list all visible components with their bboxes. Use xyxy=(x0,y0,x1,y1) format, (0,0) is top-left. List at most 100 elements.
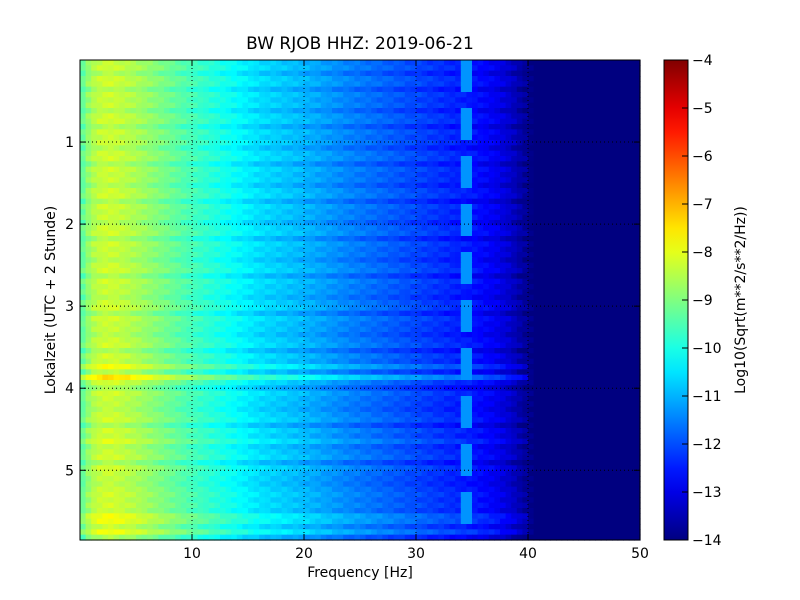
heatmap-cell xyxy=(572,172,579,178)
heatmap-cell xyxy=(270,124,277,130)
heatmap-cell xyxy=(567,193,574,200)
heatmap-cell xyxy=(444,294,451,301)
heatmap-cell xyxy=(102,145,109,152)
heatmap-cell xyxy=(494,177,501,184)
heatmap-cell xyxy=(528,236,535,242)
heatmap-cell xyxy=(617,177,624,184)
heatmap-cell xyxy=(533,268,540,274)
heatmap-cell xyxy=(589,305,596,312)
heatmap-cell xyxy=(410,209,417,216)
heatmap-cell xyxy=(108,70,115,77)
heatmap-cell xyxy=(488,321,495,328)
heatmap-cell xyxy=(416,273,423,280)
heatmap-cell xyxy=(236,236,243,242)
heatmap-cell xyxy=(477,108,484,114)
heatmap-cell xyxy=(164,108,171,114)
heatmap-cell xyxy=(444,150,451,157)
heatmap-cell xyxy=(404,161,411,168)
heatmap-cell xyxy=(281,140,288,146)
heatmap-cell xyxy=(197,321,204,328)
heatmap-cell xyxy=(556,230,563,237)
heatmap-cell xyxy=(276,305,283,312)
heatmap-cell xyxy=(180,140,187,146)
heatmap-cell xyxy=(572,156,579,162)
heatmap-cell xyxy=(180,246,187,253)
heatmap-cell xyxy=(578,257,585,264)
heatmap-cell xyxy=(203,97,210,104)
heatmap-cell xyxy=(169,321,176,328)
heatmap-cell xyxy=(600,60,607,66)
heatmap-cell xyxy=(175,321,182,328)
heatmap-cell xyxy=(505,150,512,157)
heatmap-cell xyxy=(80,118,87,125)
heatmap-cell xyxy=(595,140,602,146)
heatmap-cell xyxy=(169,300,176,306)
heatmap-cell xyxy=(617,188,624,194)
heatmap-cell xyxy=(488,177,495,184)
heatmap-cell xyxy=(169,70,176,77)
heatmap-cell xyxy=(365,300,372,306)
heatmap-cell xyxy=(371,310,378,317)
heatmap-cell xyxy=(158,321,165,328)
heatmap-cell xyxy=(304,124,311,130)
heatmap-cell xyxy=(360,241,367,248)
heatmap-cell xyxy=(539,321,546,328)
heatmap-cell xyxy=(382,310,389,317)
heatmap-cell xyxy=(595,300,602,306)
heatmap-cell xyxy=(595,289,602,296)
heatmap-cell xyxy=(460,220,467,226)
heatmap-cell xyxy=(186,134,193,141)
heatmap-cell xyxy=(416,134,423,141)
heatmap-cell xyxy=(220,129,227,136)
heatmap-cell xyxy=(270,193,277,200)
heatmap-cell xyxy=(175,150,182,157)
heatmap-cell xyxy=(516,236,523,242)
heatmap-cell xyxy=(572,305,579,312)
heatmap-cell xyxy=(382,300,389,306)
heatmap-cell xyxy=(102,70,109,77)
heatmap-cell xyxy=(130,156,137,162)
heatmap-cell xyxy=(455,310,462,317)
heatmap-cell xyxy=(169,172,176,178)
heatmap-cell xyxy=(466,65,473,72)
heatmap-cell xyxy=(214,257,221,264)
heatmap-cell xyxy=(606,65,613,72)
heatmap-cell xyxy=(309,81,316,88)
heatmap-cell xyxy=(85,166,92,173)
heatmap-cell xyxy=(113,97,120,104)
heatmap-cell xyxy=(175,76,182,82)
heatmap-cell xyxy=(477,225,484,232)
heatmap-cell xyxy=(483,230,490,237)
heatmap-cell xyxy=(623,172,630,178)
heatmap-cell xyxy=(214,273,221,280)
heatmap-cell xyxy=(365,316,372,322)
heatmap-cell xyxy=(371,92,378,98)
heatmap-cell xyxy=(158,134,165,141)
heatmap-cell xyxy=(180,182,187,189)
heatmap-cell xyxy=(124,214,131,221)
heatmap-cell xyxy=(393,214,400,221)
heatmap-cell xyxy=(124,134,131,141)
heatmap-cell xyxy=(623,177,630,184)
heatmap-cell xyxy=(119,241,126,248)
heatmap-cell xyxy=(393,268,400,274)
heatmap-cell xyxy=(561,108,568,114)
heatmap-cell xyxy=(438,161,445,168)
heatmap-cell xyxy=(505,246,512,253)
heatmap-cell xyxy=(556,310,563,317)
heatmap-cell xyxy=(186,102,193,109)
heatmap-cell xyxy=(180,172,187,178)
heatmap-cell xyxy=(264,214,271,221)
heatmap-cell xyxy=(158,284,165,290)
heatmap-cell xyxy=(203,102,210,109)
heatmap-cell xyxy=(421,177,428,184)
heatmap-cell xyxy=(567,65,574,72)
heatmap-cell xyxy=(80,246,87,253)
heatmap-cell xyxy=(589,118,596,125)
heatmap-cell xyxy=(119,204,126,210)
heatmap-cell xyxy=(544,129,551,136)
heatmap-cell xyxy=(494,182,501,189)
heatmap-cell xyxy=(421,81,428,88)
heatmap-cell xyxy=(477,177,484,184)
heatmap-cell xyxy=(427,182,434,189)
